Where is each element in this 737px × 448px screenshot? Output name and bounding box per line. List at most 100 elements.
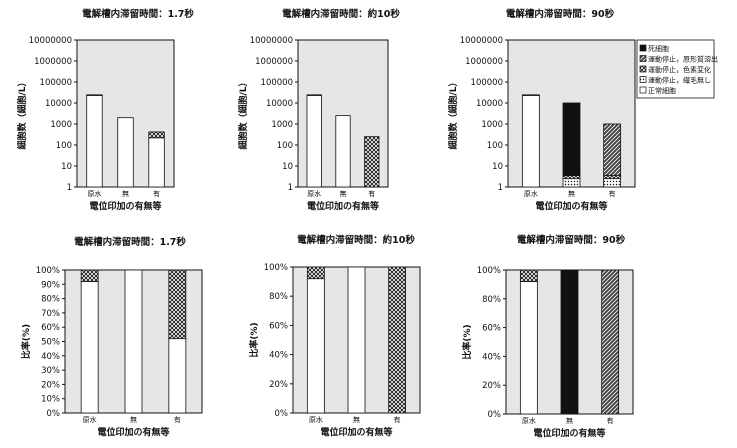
chart-title: 電解槽内滞留時間：90秒: [506, 8, 615, 20]
legend-box: [636, 39, 715, 99]
chart-panel-1: 電解槽内滞留時間：1.7秒 1 10 100 1000 10000 100000 100000…: [16, 8, 194, 212]
y-tick-label: 1: [288, 183, 293, 193]
y-tick-label: 30%: [41, 366, 60, 376]
bar-segment: [519, 281, 538, 415]
chart-title: 電解槽内滞留時間：1.7秒: [82, 8, 194, 20]
chart-title: 電解槽内滞留時間：90秒: [517, 234, 626, 246]
y-tick-label: 10: [492, 162, 503, 172]
legend-swatch: [639, 65, 647, 73]
y-tick-label: 1000: [50, 120, 72, 130]
bar-segment: [519, 269, 538, 282]
y-axis-label: 比率(%): [461, 324, 473, 359]
x-axis-label: 電位印加の有無等: [97, 426, 169, 438]
bar-segment: [117, 117, 134, 188]
chart-panel-2: 電解槽内滞留時間：約10秒 1 10 100 1000 10000 100000 100000…: [237, 8, 400, 212]
chart-panel-3: 電解槽内滞留時間：90秒 1 10 100 1000 10000 100000 1000000…: [447, 8, 636, 212]
bar-segment: [521, 95, 540, 188]
bar-segment: [560, 269, 579, 415]
bar-segment: [364, 136, 380, 188]
y-tick-label: 100%: [264, 263, 288, 273]
y-tick-label: 80%: [482, 295, 501, 305]
bar-segment: [148, 131, 165, 139]
x-category-label: 無: [568, 189, 575, 198]
bar-segment: [168, 338, 187, 414]
bar-segment: [562, 175, 581, 180]
x-category-label: 有: [153, 189, 160, 198]
y-tick-label: 10: [61, 162, 72, 172]
bar-segment: [521, 94, 540, 96]
x-category-label: 無: [130, 415, 137, 424]
x-category-label: 無: [353, 415, 360, 424]
x-category-label: 無: [340, 189, 347, 198]
y-tick-label: 20%: [269, 380, 288, 390]
y-tick-label: 10: [282, 162, 293, 172]
x-category-label: 有: [609, 189, 616, 198]
bar-segment: [306, 94, 322, 96]
bar-segment: [388, 266, 407, 414]
x-category-label: 原水: [87, 189, 101, 198]
y-tick-label: 1000000: [465, 57, 503, 67]
y-tick-label: 80%: [269, 292, 288, 302]
y-tick-label: 100000: [261, 78, 293, 88]
x-category-label: 有: [174, 415, 181, 424]
x-category-label: 無: [122, 189, 129, 198]
y-axis-label: 比率(%): [20, 324, 32, 359]
chart-title: 電解槽内滞留時間：約10秒: [282, 8, 400, 20]
x-axis-label: 電位印加の有無等: [535, 200, 607, 212]
y-tick-label: 1000: [271, 120, 293, 130]
y-tick-label: 0%: [488, 410, 502, 420]
y-tick-label: 100: [56, 141, 72, 151]
y-tick-label: 80%: [41, 295, 60, 305]
bar-segment: [80, 269, 99, 282]
chart-title: 電解槽内滞留時間：1.7秒: [74, 236, 186, 248]
y-tick-label: 40%: [269, 351, 288, 361]
y-tick-label: 70%: [41, 309, 60, 319]
y-tick-label: 0%: [47, 409, 61, 419]
y-tick-label: 10000000: [250, 36, 293, 46]
y-axis-label: 細胞数（細胞/L）: [447, 77, 459, 149]
chart-panel-5: 電解槽内滞留時間：約10秒 0% 20% 40% 60% 80% 100% 原水 無 有電位印加の…: [248, 234, 421, 438]
x-axis-label: 電位印加の有無等: [533, 427, 605, 439]
bar-segment: [562, 178, 581, 188]
y-tick-label: 10000: [476, 99, 503, 109]
bar-segment: [306, 278, 325, 414]
legend-swatch: [639, 76, 647, 83]
y-tick-label: 90%: [41, 280, 60, 290]
y-tick-label: 100%: [477, 266, 501, 276]
y-tick-label: 50%: [41, 338, 60, 348]
y-tick-label: 100000: [471, 78, 503, 88]
y-tick-label: 40%: [41, 352, 60, 362]
y-tick-label: 20%: [41, 380, 60, 390]
legend-swatch: [639, 44, 647, 52]
bar-segment: [86, 94, 103, 96]
legend-label: 運動停止，繊毛無し: [648, 76, 711, 85]
y-tick-label: 60%: [482, 324, 501, 334]
y-tick-label: 60%: [41, 323, 60, 333]
x-category-label: 有: [607, 416, 614, 425]
legend-label: 運動停止，色素変化: [648, 65, 711, 74]
bar-segment: [306, 266, 325, 280]
x-category-label: 原水: [522, 416, 536, 425]
bar-segment: [601, 269, 620, 415]
legend-swatch: [639, 55, 647, 62]
y-axis-label: 比率(%): [248, 322, 260, 357]
x-category-label: 原水: [524, 189, 538, 198]
x-category-label: 原水: [307, 189, 321, 198]
bar-segment: [603, 175, 622, 180]
chart-title: 電解槽内滞留時間：約10秒: [297, 234, 415, 246]
y-tick-label: 1: [498, 183, 503, 193]
bar-segment: [124, 269, 143, 414]
legend-label: 運動停止，原形質溶出: [648, 55, 718, 64]
y-tick-label: 10000000: [29, 36, 72, 46]
chart-panel-4: 電解槽内滞留時間：1.7秒 0% 10% 20% 30% 40% 50% 60% 70% 80% 9…: [20, 236, 203, 438]
bar-segment: [335, 115, 351, 188]
legend-label: 死細胞: [648, 44, 669, 53]
bar-segment: [603, 178, 622, 188]
x-category-label: 有: [368, 189, 375, 198]
bar-segment: [80, 281, 99, 414]
bar-segment: [562, 102, 581, 176]
x-category-label: 無: [566, 416, 573, 425]
y-tick-label: 10000: [266, 99, 293, 109]
